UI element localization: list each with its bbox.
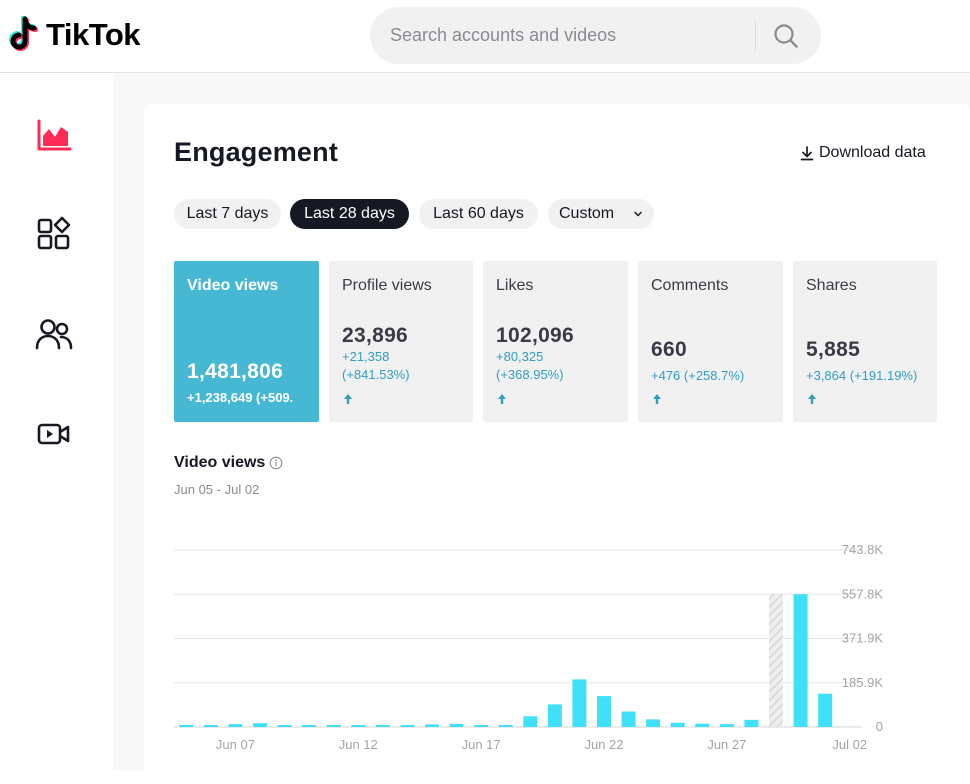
- analytics-chart-icon: [37, 119, 72, 151]
- bar[interactable]: [203, 725, 218, 727]
- metric-value: 1,481,806: [187, 360, 284, 383]
- page-title: Engagement: [174, 137, 339, 167]
- chevron-down-icon: [634, 211, 642, 217]
- search-divider: [755, 21, 756, 51]
- tiktok-logo-icon: [9, 16, 38, 51]
- metric-value: 5,885: [806, 338, 861, 361]
- x-tick-label: Jul 02: [832, 737, 867, 752]
- bar[interactable]: [449, 723, 464, 727]
- video-views-bar-chart: 0 185.9K 371.9K 557.8K 743.8K Jun 07 Jun 12 Ju…: [174, 542, 884, 752]
- bar[interactable]: [302, 725, 317, 727]
- content-grid-icon: [37, 216, 71, 250]
- download-icon: [800, 145, 814, 160]
- range-last-28-days[interactable]: Last 28 days: [290, 199, 409, 229]
- range-custom-dropdown[interactable]: Custom: [548, 199, 654, 229]
- bar[interactable]: [793, 594, 808, 727]
- search-button[interactable]: [766, 19, 806, 53]
- bar[interactable]: [744, 719, 759, 727]
- top-bar: TikTok: [0, 0, 970, 73]
- metric-label: Profile views: [342, 277, 432, 294]
- search-icon: [774, 24, 798, 48]
- y-tick-label: 371.9K: [842, 631, 884, 646]
- bar[interactable]: [326, 725, 341, 727]
- bar[interactable]: [498, 725, 513, 727]
- bar[interactable]: [719, 724, 734, 727]
- download-label: Download data: [819, 144, 926, 161]
- metric-value: 660: [651, 338, 687, 361]
- metric-change: +1,238,649 (+509.: [187, 390, 294, 405]
- metric-change: +3,864 (+191.19%): [806, 368, 918, 383]
- metric-value: 23,896: [342, 324, 409, 347]
- y-tick-label: 743.8K: [842, 542, 884, 557]
- metric-change: +80,325 (+368.95%): [496, 349, 564, 382]
- metric-change: +21,358 (+841.53%): [342, 349, 410, 382]
- nav-followers[interactable]: [30, 310, 78, 358]
- metric-label: Video views: [187, 277, 279, 294]
- bar[interactable]: [179, 725, 194, 727]
- side-nav: [0, 74, 113, 770]
- metric-card-video-views[interactable]: Video views 1,481,806 +1,238,649 (+509.: [174, 261, 319, 422]
- tiktok-logo[interactable]: TikTok: [8, 15, 141, 55]
- y-tick-label: 185.9K: [842, 675, 884, 690]
- bar[interactable]: [351, 725, 366, 727]
- followers-icon: [35, 319, 73, 350]
- metric-card-comments[interactable]: Comments 660 +476 (+258.7%): [638, 261, 783, 422]
- trend-up-icon: [498, 394, 506, 404]
- bar[interactable]: [277, 725, 292, 727]
- x-tick-label: Jun 27: [707, 737, 746, 752]
- live-video-icon: [37, 423, 70, 445]
- x-tick-label: Jun 07: [216, 737, 255, 752]
- x-tick-label: Jun 17: [462, 737, 501, 752]
- metric-label: Comments: [651, 277, 729, 294]
- trend-up-icon: [653, 394, 661, 404]
- bar-hover-highlight[interactable]: [769, 594, 783, 727]
- search-bar: [370, 7, 821, 64]
- range-last-7-days[interactable]: Last 7 days: [174, 199, 281, 229]
- x-tick-label: Jun 22: [584, 737, 623, 752]
- chart-title: Video views: [174, 454, 283, 472]
- range-last-60-days[interactable]: Last 60 days: [419, 199, 538, 229]
- bar[interactable]: [695, 723, 710, 727]
- download-data-button[interactable]: Download data: [800, 144, 926, 162]
- metric-label: Shares: [806, 277, 857, 294]
- metric-value: 102,096: [496, 324, 575, 347]
- bar[interactable]: [646, 719, 661, 727]
- bar[interactable]: [547, 704, 562, 727]
- bar[interactable]: [818, 693, 833, 727]
- bar[interactable]: [253, 723, 267, 727]
- metric-card-profile-views[interactable]: Profile views 23,896 +21,358 (+841.53%): [329, 261, 473, 422]
- chart-title-text: Video views: [174, 454, 266, 471]
- bar[interactable]: [621, 711, 636, 727]
- search-input[interactable]: [390, 19, 750, 51]
- info-icon[interactable]: [269, 456, 283, 470]
- chart-date-range: Jun 05 - Jul 02: [174, 482, 260, 497]
- bar[interactable]: [474, 725, 489, 727]
- brand-name: TikTok: [46, 17, 141, 52]
- bar[interactable]: [425, 724, 439, 727]
- y-tick-label: 557.8K: [842, 586, 884, 601]
- trend-up-icon: [344, 394, 352, 404]
- nav-analytics[interactable]: [30, 111, 78, 159]
- metric-card-likes[interactable]: Likes 102,096 +80,325 (+368.95%): [483, 261, 628, 422]
- trend-up-icon: [808, 394, 816, 404]
- custom-label: Custom: [559, 205, 615, 222]
- bar[interactable]: [597, 696, 611, 727]
- bar[interactable]: [670, 722, 685, 727]
- y-tick-label: 0: [876, 719, 883, 734]
- metric-label: Likes: [496, 277, 534, 294]
- bar[interactable]: [228, 724, 243, 727]
- bar[interactable]: [523, 716, 538, 727]
- metric-change: +476 (+258.7%): [651, 368, 745, 383]
- metric-card-shares[interactable]: Shares 5,885 +3,864 (+191.19%): [793, 261, 937, 422]
- bar[interactable]: [375, 725, 390, 727]
- bar[interactable]: [572, 679, 587, 727]
- bar[interactable]: [400, 725, 415, 727]
- nav-live[interactable]: [30, 410, 78, 458]
- nav-content[interactable]: [30, 210, 78, 258]
- x-tick-label: Jun 12: [339, 737, 378, 752]
